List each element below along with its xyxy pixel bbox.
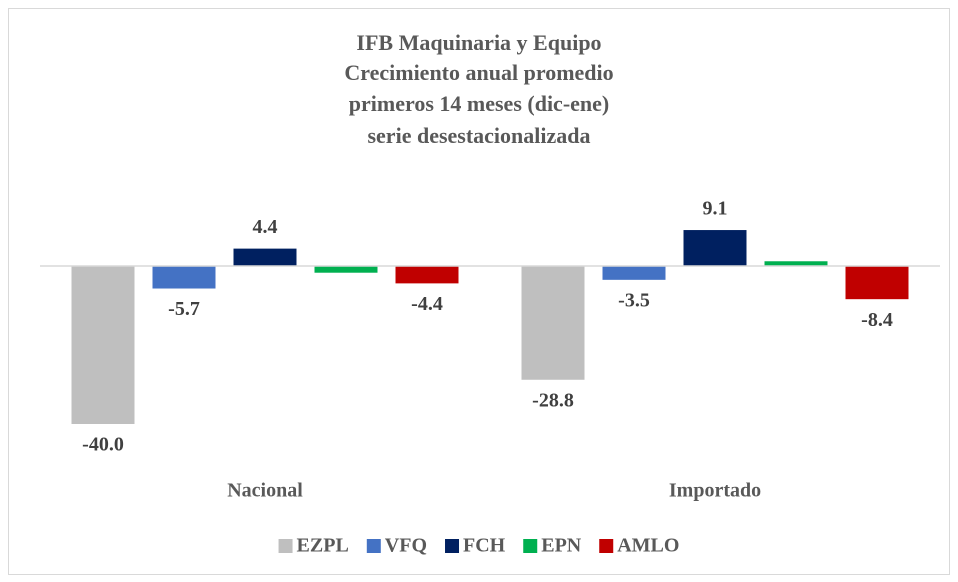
- legend-label: AMLO: [617, 535, 679, 557]
- legend-swatch: [599, 539, 614, 553]
- bar: [233, 248, 297, 266]
- value-label: -8.4: [861, 309, 893, 331]
- value-label: -40.0: [82, 434, 124, 456]
- legend-label: EZPL: [297, 535, 349, 557]
- legend-swatch: [278, 539, 293, 553]
- value-label: -28.8: [532, 389, 574, 411]
- legend-label: VFQ: [385, 535, 427, 557]
- legend-swatch: [523, 539, 538, 553]
- category-label: Importado: [669, 480, 761, 502]
- value-label: -5.7: [168, 298, 200, 320]
- chart-title: primeros 14 meses (dic-ene): [349, 91, 609, 116]
- chart-border: [8, 8, 950, 575]
- bar: [602, 266, 666, 280]
- value-label: -4.4: [411, 293, 443, 315]
- legend-label: EPN: [541, 535, 582, 557]
- legend-label: FCH: [463, 535, 506, 557]
- legend-swatch: [445, 539, 460, 553]
- bar: [764, 261, 828, 266]
- bar: [71, 266, 135, 424]
- bar: [152, 266, 216, 289]
- bar: [683, 230, 747, 266]
- legend-swatch: [366, 539, 381, 553]
- value-label: 9.1: [703, 198, 728, 220]
- value-label: -3.5: [618, 289, 650, 311]
- bar: [395, 266, 459, 284]
- bar: [314, 266, 378, 273]
- chart-title: Crecimiento anual promedio: [344, 60, 613, 85]
- chart-title: serie desestacionalizada: [367, 123, 590, 148]
- chart-title: IFB Maquinaria y Equipo: [356, 30, 601, 55]
- bar: [521, 266, 585, 380]
- bar: [845, 266, 909, 300]
- value-label: 4.4: [253, 216, 278, 238]
- category-label: Nacional: [227, 480, 303, 502]
